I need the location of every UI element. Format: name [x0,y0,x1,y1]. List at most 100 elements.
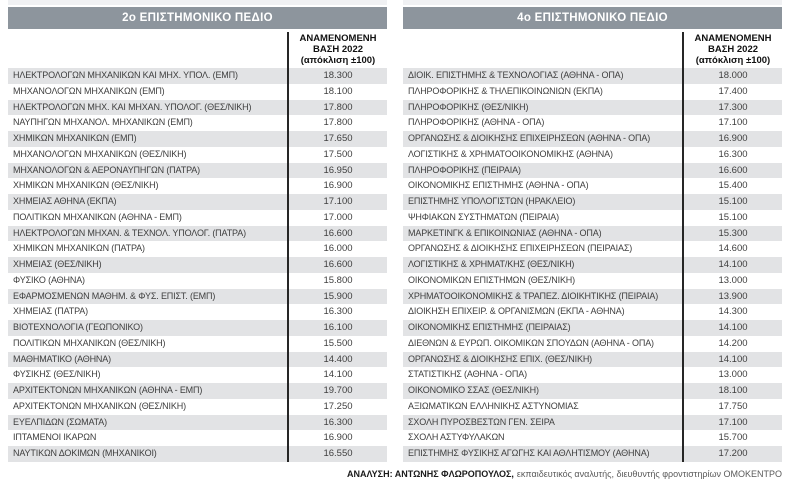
table-row: ΧΗΜΕΙΑΣ ΑΘΗΝΑ (ΕΚΠΑ) 17.100 [8,194,387,210]
table-row: ΕΥΕΛΠΙΔΩΝ (ΣΩΜΑΤΑ) 16.300 [8,414,387,431]
program-name: ΧΗΜΕΙΑΣ (ΠΑΤΡΑ) [13,306,88,317]
table-row: ΑΡΧΙΤΕΚΤΟΝΩΝ ΜΗΧΑΝΙΚΩΝ (ΘΕΣ/ΝΙΚΗ) 17.250 [8,398,387,415]
table-title-bar: 4ο ΕΠΙΣΤΗΜΟΝΙΚΟ ΠΕΔΙΟ [403,7,782,29]
program-name: ΠΟΛΙΤΙΚΩΝ ΜΗΧΑΝΙΚΩΝ (ΑΘΗΝΑ - ΕΜΠ) [13,211,182,222]
program-name: ΟΙΚΟΝΟΜΙΚΩΝ ΕΠΙΣΤΗΜΩΝ (ΘΕΣ/ΝΙΚΗ) [408,274,576,285]
table-row: ΒΙΟΤΕΧΝΟΛΟΓΙΑ (ΓΕΩΠΟΝΙΚΟ) 16.100 [8,320,387,336]
program-name: ΗΛΕΚΤΡΟΛΟΓΩΝ ΜΗΧΑΝΙΚΩΝ ΚΑΙ ΜΗΧ. ΥΠΟΛ. (Ε… [13,70,238,80]
expected-base-value: 17.650 [287,131,387,147]
expected-base-value: 15.500 [287,335,387,352]
table-row: ΠΛΗΡΟΦΟΡΙΚΗΣ (ΑΘΗΝΑ - ΟΠΑ) 17.100 [403,115,782,131]
program-name: ΕΥΕΛΠΙΔΩΝ (ΣΩΜΑΤΑ) [13,416,108,427]
program-name: ΠΛΗΡΟΦΟΡΙΚΗΣ (ΑΘΗΝΑ - ΟΠΑ) [408,117,545,128]
program-name: ΔΙΟΙΚΗΣΗ ΕΠΙΧΕΙΡ. & ΟΡΓΑΝΙΣΜΩΝ (ΕΚΠΑ - Α… [408,306,625,317]
table-row: ΔΙΟΙΚ. ΕΠΙΣΤΗΜΗΣ & ΤΕΧΝΟΛΟΓΙΑΣ (ΑΘΗΝΑ - … [403,68,782,84]
program-name: ΟΡΓΑΝΩΣΗΣ & ΔΙΟΙΚΗΣΗΣ ΕΠΙΧ. (ΘΕΣ/ΝΙΚΗ) [408,353,593,364]
table-row: ΝΑΥΠΗΓΩΝ ΜΗΧΑΝΟΛ. ΜΗΧΑΝΙΚΩΝ (ΕΜΠ) 17.800 [8,115,387,131]
expected-base-value: 16.900 [682,131,782,147]
credit-role: εκπαιδευτικός αναλυτής, διευθυντής φροντ… [516,469,782,479]
expected-base-value: 16.900 [287,178,387,194]
program-name: ΠΟΛΙΤΙΚΩΝ ΜΗΧΑΝΙΚΩΝ (ΘΕΣ/ΝΙΚΗ) [13,337,166,348]
value-column-header-line: (απόκλιση ±100) [300,55,376,66]
value-column-header-line: (απόκλιση ±100) [695,55,771,66]
expected-base-value: 18.000 [682,68,782,84]
table-title: 4ο ΕΠΙΣΤΗΜΟΝΙΚΟ ΠΕΔΙΟ [517,12,668,24]
table-row: ΧΗΜΕΙΑΣ (ΠΑΤΡΑ) 16.300 [8,304,387,320]
program-column-header [403,32,682,68]
table-row: ΧΡΗΜΑΤΟΟΙΚΟΝΟΜΙΚΗΣ & ΤΡΑΠΕΖ. ΔΙΟΙΚΗΤΙΚΗΣ… [403,288,782,305]
credit-author: ΑΝΑΛΥΣΗ: ΑΝΤΩΝΗΣ ΦΛΩΡΟΠΟΥΛΟΣ, [346,469,514,479]
expected-base-value: 16.300 [287,414,387,431]
table-row: ΕΦΑΡΜΟΣΜΕΝΩΝ ΜΑΘΗΜ. & ΦΥΣ. ΕΠΙΣΤ. (ΕΜΠ) 1… [8,288,387,305]
program-name: ΜΑΡΚΕΤΙΝΓΚ & ΕΠΙΚΟΙΝΩΝΙΑΣ (ΑΘΗΝΑ - ΟΠΑ) [408,227,602,238]
table-row: ΣΤΑΤΙΣΤΙΚΗΣ (ΑΘΗΝΑ - ΟΠΑ) 13.000 [403,367,782,383]
program-name: ΠΛΗΡΟΦΟΡΙΚΗΣ (ΠΕΙΡΑΙΑ) [408,164,521,175]
expected-base-column-header: ΑΝΑΜΕΝΟΜΕΝΗ ΒΑΣΗ 2022 (απόκλιση ±100) [287,32,387,68]
table-row: ΜΑΡΚΕΤΙΝΓΚ & ΕΠΙΚΟΙΝΩΝΙΑΣ (ΑΘΗΝΑ - ΟΠΑ) 1… [403,225,782,242]
expected-base-value: 14.100 [287,367,387,383]
expected-base-value: 15.700 [682,430,782,446]
table-row: ΨΗΦΙΑΚΩΝ ΣΥΣΤΗΜΑΤΩΝ (ΠΕΙΡΑΙΑ) 15.100 [403,209,782,226]
table-row: ΝΑΥΤΙΚΩΝ ΔΟΚΙΜΩΝ (ΜΗΧΑΝΙΚΟΙ) 16.550 [8,446,387,462]
expected-base-value: 13.000 [682,367,782,383]
table-row: ΦΥΣΙΚΗΣ (ΘΕΣ/ΝΙΚΗ) 14.100 [8,367,387,383]
table-row: ΛΟΓΙΣΤΙΚΗΣ & ΧΡΗΜΑΤ/ΚΗΣ (ΘΕΣ/ΝΙΚΗ) 14.100 [403,257,782,273]
program-name: ΧΗΜΙΚΩΝ ΜΗΧΑΝΙΚΩΝ (ΠΑΤΡΑ) [13,243,145,254]
program-name: ΟΡΓΑΝΩΣΗΣ & ΔΙΟΙΚΗΣΗΣ ΕΠΙΧΕΙΡΗΣΕΩΝ (ΠΕΙΡ… [408,243,633,254]
expected-base-value: 18.300 [287,68,387,84]
table-title-bar: 2ο ΕΠΙΣΤΗΜΟΝΙΚΟ ΠΕΔΙΟ [8,7,387,29]
program-name: ΜΑΘΗΜΑΤΙΚΟ (ΑΘΗΝΑ) [13,353,111,364]
expected-base-value: 18.100 [287,83,387,100]
program-column-header [8,32,287,68]
table-row: ΜΗΧΑΝΟΛΟΓΩΝ ΜΗΧΑΝΙΚΩΝ (ΕΜΠ) 18.100 [8,83,387,100]
expected-base-value: 13.000 [682,272,782,289]
program-name: ΣΤΑΤΙΣΤΙΚΗΣ (ΑΘΗΝΑ - ΟΠΑ) [408,369,527,380]
expected-base-value: 16.600 [682,162,782,179]
expected-base-value: 17.800 [287,99,387,116]
table-row: ΕΠΙΣΤΗΜΗΣ ΥΠΟΛΟΓΙΣΤΩΝ (ΗΡΑΚΛΕΙΟ) 15.100 [403,194,782,210]
expected-base-value: 14.400 [287,351,387,368]
expected-base-value: 16.300 [682,146,782,163]
expected-base-value: 17.200 [682,446,782,462]
expected-base-value: 14.100 [682,320,782,336]
program-name: ΗΛΕΚΤΡΟΛΟΓΩΝ ΜΗΧ. ΚΑΙ ΜΗΧΑΝ. ΥΠΟΛΟΓ. (ΘΕ… [13,101,252,112]
table-row: ΕΠΙΣΤΗΜΗΣ ΦΥΣΙΚΗΣ ΑΓΩΓΗΣ ΚΑΙ ΑΘΛΗΤΙΣΜΟΥ … [403,446,782,462]
table-row: ΠΟΛΙΤΙΚΩΝ ΜΗΧΑΝΙΚΩΝ (ΘΕΣ/ΝΙΚΗ) 15.500 [8,335,387,352]
expected-base-value: 16.900 [287,430,387,446]
table-row: ΟΙΚΟΝΟΜΙΚΗΣ ΕΠΙΣΤΗΜΗΣ (ΑΘΗΝΑ - ΟΠΑ) 15.40… [403,178,782,194]
program-name: ΨΗΦΙΑΚΩΝ ΣΥΣΤΗΜΑΤΩΝ (ΠΕΙΡΑΙΑ) [408,211,559,222]
program-name: ΕΠΙΣΤΗΜΗΣ ΥΠΟΛΟΓΙΣΤΩΝ (ΗΡΑΚΛΕΙΟ) [408,196,576,206]
expected-base-value: 16.000 [287,241,387,257]
program-name: ΒΙΟΤΕΧΝΟΛΟΓΙΑ (ΓΕΩΠΟΝΙΚΟ) [13,322,143,332]
table-row: ΟΙΚΟΝΟΜΙΚΟ ΣΣΑΣ (ΘΕΣ/ΝΙΚΗ) 18.100 [403,383,782,399]
table-row: ΜΑΘΗΜΑΤΙΚΟ (ΑΘΗΝΑ) 14.400 [8,351,387,368]
expected-base-value: 17.500 [287,146,387,163]
table-title: 2ο ΕΠΙΣΤΗΜΟΝΙΚΟ ΠΕΔΙΟ [122,12,273,24]
expected-base-value: 16.600 [287,225,387,242]
expected-base-value: 16.600 [287,257,387,273]
table-row: ΣΧΟΛΗ ΑΣΤΥΦΥΛΑΚΩΝ 15.700 [403,430,782,446]
table-row: ΔΙΟΙΚΗΣΗ ΕΠΙΧΕΙΡ. & ΟΡΓΑΝΙΣΜΩΝ (ΕΚΠΑ - Α… [403,304,782,320]
expected-base-value: 17.800 [287,115,387,131]
table-row: ΑΡΧΙΤΕΚΤΟΝΩΝ ΜΗΧΑΝΙΚΩΝ (ΑΘΗΝΑ - ΕΜΠ) 19.7… [8,383,387,399]
program-name: ΕΦΑΡΜΟΣΜΕΝΩΝ ΜΑΘΗΜ. & ΦΥΣ. ΕΠΙΣΤ. (ΕΜΠ) [13,290,216,301]
expected-base-value: 14.100 [682,257,782,273]
table-row: ΑΞΙΩΜΑΤΙΚΩΝ ΕΛΛΗΝΙΚΗΣ ΑΣΤΥΝΟΜΙΑΣ 17.750 [403,398,782,415]
expected-base-value: 17.300 [682,99,782,116]
expected-base-value: 19.700 [287,383,387,399]
program-name: ΝΑΥΠΗΓΩΝ ΜΗΧΑΝΟΛ. ΜΗΧΑΝΙΚΩΝ (ΕΜΠ) [13,117,193,128]
expected-base-value: 14.300 [682,304,782,320]
expected-base-value: 16.950 [287,162,387,179]
program-name: ΕΠΙΣΤΗΜΗΣ ΦΥΣΙΚΗΣ ΑΓΩΓΗΣ ΚΑΙ ΑΘΛΗΤΙΣΜΟΥ … [408,448,650,458]
expected-base-value: 17.750 [682,398,782,415]
table-row: ΧΗΜΙΚΩΝ ΜΗΧΑΝΙΚΩΝ (ΠΑΤΡΑ) 16.000 [8,241,387,257]
column-header-row: ΑΝΑΜΕΝΟΜΕΝΗ ΒΑΣΗ 2022 (απόκλιση ±100) [8,32,387,68]
expected-base-value: 18.100 [682,383,782,399]
value-column-header-line: ΑΝΑΜΕΝΟΜΕΝΗ [299,33,377,44]
column-header-row: ΑΝΑΜΕΝΟΜΕΝΗ ΒΑΣΗ 2022 (απόκλιση ±100) [403,32,782,68]
table-row: ΧΗΜΙΚΩΝ ΜΗΧΑΝΙΚΩΝ (ΕΜΠ) 17.650 [8,131,387,147]
table-body: ΔΙΟΙΚ. ΕΠΙΣΤΗΜΗΣ & ΤΕΧΝΟΛΟΓΙΑΣ (ΑΘΗΝΑ - … [403,68,782,462]
expected-base-value: 16.550 [287,446,387,462]
top-strip [403,0,782,5]
expected-base-value: 15.900 [287,288,387,305]
